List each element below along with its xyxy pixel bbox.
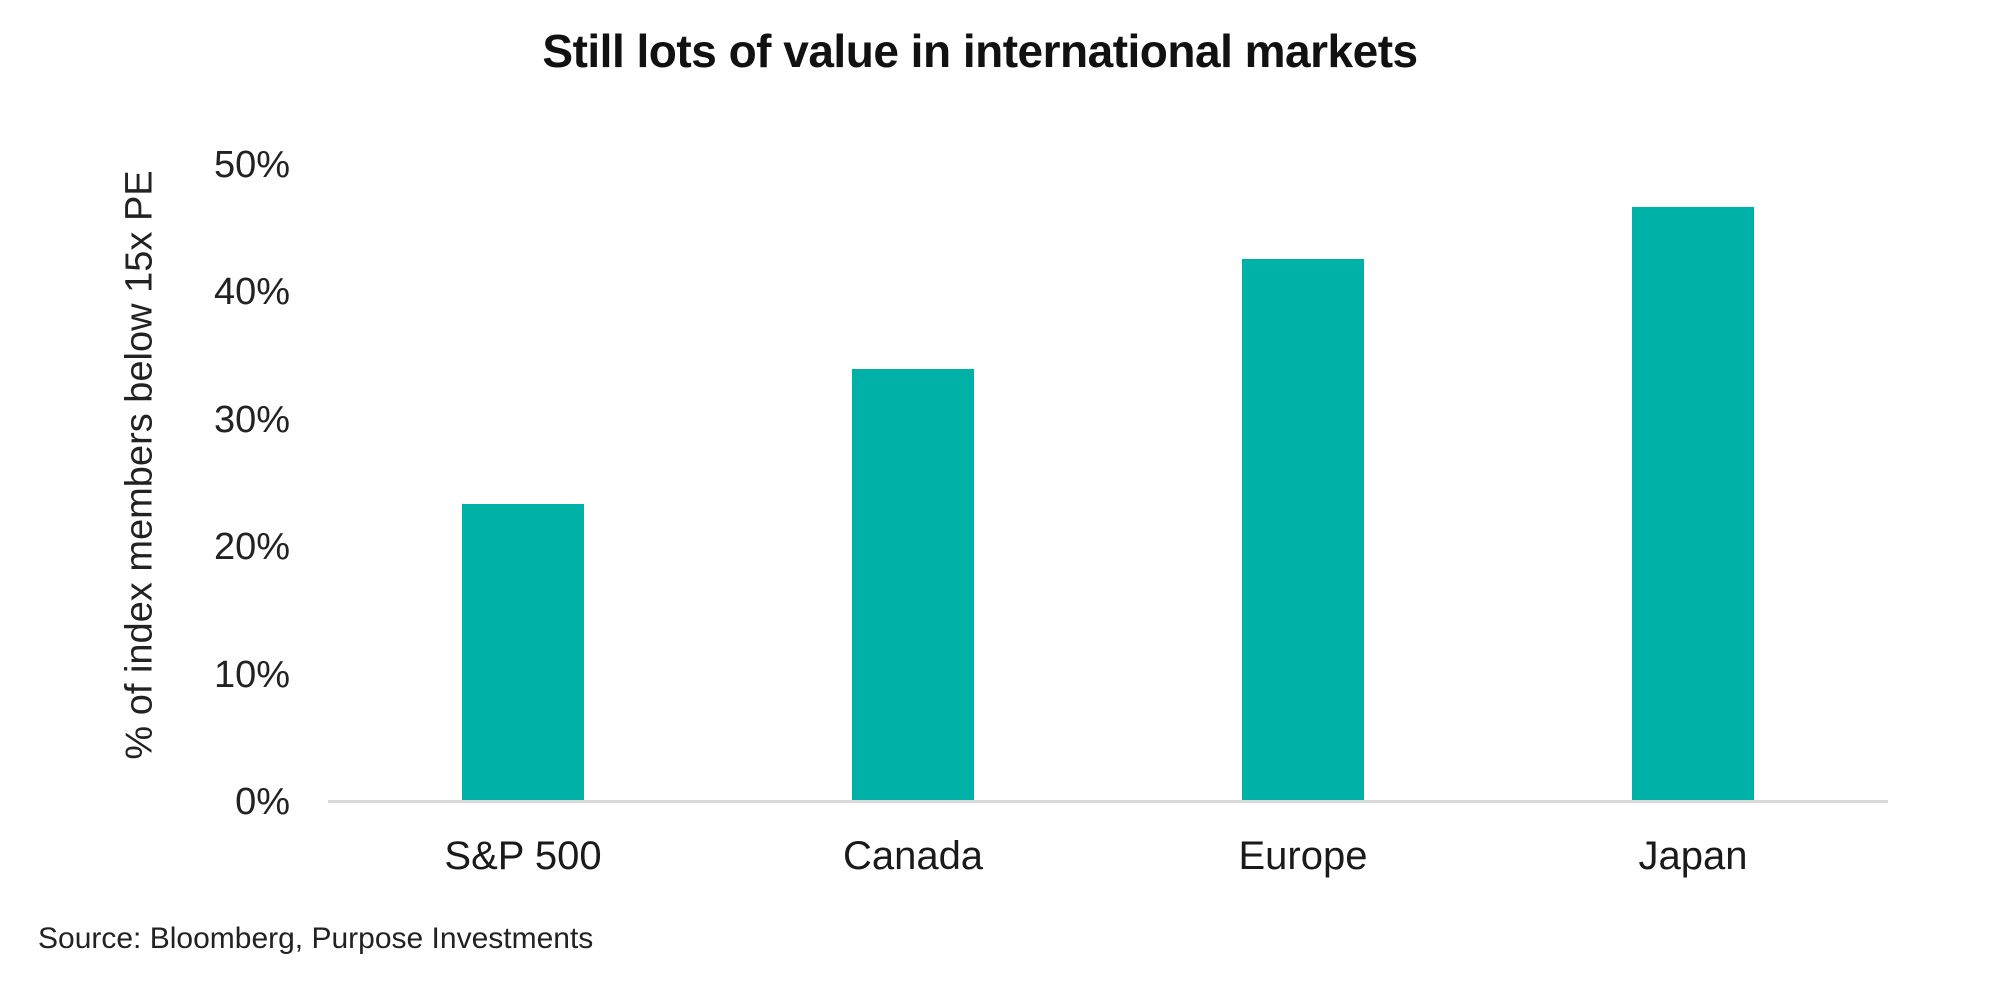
source-note: Source: Bloomberg, Purpose Investments	[38, 922, 594, 955]
chart-title: Still lots of value in international mar…	[542, 25, 1418, 77]
y-tick-label-30: 30%	[213, 398, 290, 441]
x-axis-category-labels: S&P 500 Canada Europe Japan	[328, 832, 1888, 884]
bar-s-p-500	[462, 503, 584, 802]
y-tick-label-40: 40%	[213, 271, 290, 314]
y-tick-label-0: 0%	[235, 781, 290, 823]
y-tick-label-20: 20%	[213, 526, 290, 569]
x-label-europe: Europe	[1238, 834, 1368, 878]
bar-europe	[1242, 259, 1364, 802]
x-label-japan: Japan	[1638, 834, 1748, 878]
x-label-s-p-500: S&P 500	[444, 834, 602, 878]
plot-area	[328, 165, 1888, 802]
y-tick-label-10: 10%	[213, 653, 290, 696]
x-axis-line	[328, 800, 1888, 803]
x-label-canada: Canada	[842, 834, 984, 878]
bar-japan	[1632, 207, 1754, 802]
y-axis-tick-labels: 0% 10% 20% 30% 40% 50%	[150, 144, 290, 844]
y-tick-label-50: 50%	[213, 144, 290, 186]
bar-canada	[852, 368, 974, 802]
